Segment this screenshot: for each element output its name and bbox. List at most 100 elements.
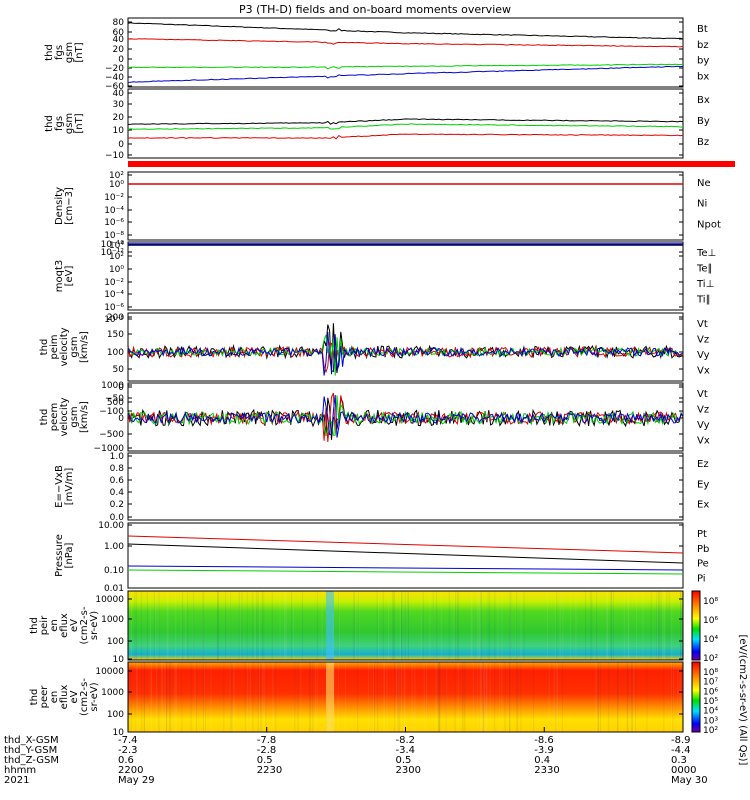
spectrogram-stripe [264,662,266,732]
legend-label: Vy [697,350,710,361]
y-tick-label: 10² [109,252,124,262]
pressure-trace [127,569,684,575]
spectrogram-stripe [337,662,339,732]
spectrogram-stripe [597,662,599,732]
spectrogram-stripe [656,591,658,660]
spectrogram-stripe [464,662,466,732]
spectrogram-stripe [354,591,356,660]
spectrogram-stripe [548,662,550,732]
spectrogram-stripe [556,591,558,660]
footer-hhmm-value: 2230 [257,765,282,776]
panel-9: 10000 1000 100 10 thdpeirenefluxeV(cm2-s-sr-… [29,590,684,665]
spectrogram-stripe [439,662,441,732]
spectrogram-stripe [194,662,196,732]
spectrogram-stripe [489,591,491,660]
series-line-bx [127,65,684,83]
spectrogram-stripe [204,662,206,732]
spectrogram-stripe [150,662,152,732]
spectrogram-stripe [314,662,316,732]
spectrogram-stripe [143,662,145,732]
spectrogram-stripe [141,662,143,732]
panel-10: 10000 1000 100 10 thdpeerenefluxeV(cm2-s-sr-… [29,661,684,738]
y-axis-label: thdpeimvelocitygsm[km/s] [39,327,90,366]
spectrogram-stripe [203,591,205,660]
spectrogram-stripe [610,591,612,660]
y-tick-label: 10000 [95,667,124,677]
spectrogram-stripe [610,591,612,660]
y-tick-label: 20 [113,113,125,123]
legend-label: Npot [697,219,721,230]
spectrogram-stripe [175,591,177,660]
spectrogram-stripe [515,591,517,660]
y-tick-label: −100 [99,407,124,417]
y-axis-label: thdpeemvelocitygsm[km/s] [39,397,90,436]
spectrogram-stripe [217,591,219,660]
spectrogram-stripe [482,662,484,732]
panel-frame [127,522,684,589]
spectrogram-stripe [489,662,491,732]
velocity-trace [127,331,684,376]
spectrogram-stripe [414,662,416,732]
footer-y-value: -4.4 [671,745,691,756]
colorbar-label: [eV/(cm2-s-sr-eV) (All Qs)] [737,635,748,766]
legend-label: Te∥ [696,264,713,275]
colorbar-tick: 10⁶ [703,687,718,697]
spectrogram-stripe [510,591,512,660]
spectrogram-stripe [357,662,359,732]
footer-date-value: May 29 [118,775,155,786]
spectrogram-stripe [166,662,168,732]
spectrogram-stripe [393,591,395,660]
y-tick-label: 10000 [95,595,124,605]
spectrogram-stripe [190,662,192,732]
spectrogram-stripe [344,662,346,732]
panel-frame [127,590,684,661]
y-tick-label: −60 [105,82,124,92]
panel-frame [127,452,684,521]
spectrogram-stripe [650,591,652,660]
spectrogram-stripe [233,662,235,732]
spectrogram-stripe [458,591,460,660]
legend-label: Ey [697,479,709,490]
y-axis-label: moqt3[eV] [54,260,75,293]
spectrogram-stripe [663,591,665,660]
spectrogram-stripe [284,591,286,660]
pressure-trace [127,535,684,554]
spectrogram-stripe [499,662,501,732]
y-tick-label: 10.00 [98,521,124,531]
spectrogram-stripe [635,591,637,660]
spectrogram-stripe [436,591,438,660]
spectrogram-stripe [130,591,132,660]
spectrogram-stripe [510,591,512,660]
spectrogram-stripe [244,662,246,732]
colorbar-tick: 10³ [703,716,718,726]
y-tick-label: 60 [113,28,125,38]
spectrogram-stripe [617,662,619,732]
spectrogram-stripe [553,662,555,732]
spectrogram-stripe [472,662,474,732]
spectrogram-stripe [231,662,233,732]
legend-label: Bt [697,24,708,35]
y-tick-label: −50 [105,394,124,404]
spectrogram-stripe [673,662,675,732]
colorbar-tick: 10⁸ [703,668,718,678]
y-tick-label: 10 [113,728,125,738]
spectrogram-stripe [309,662,311,732]
spectrogram-stripe [422,591,424,660]
spectrogram-stripe [401,662,403,732]
spectrogram-stripe [404,591,406,660]
colorbar-tick: 10⁷ [703,678,718,688]
spectrogram-stripe [607,591,609,660]
spectrogram-stripe [633,662,635,732]
y-tick-label: 50 [113,365,125,375]
spectrogram-stripe [670,662,672,732]
spectrogram-stripe [338,591,340,660]
spectrogram-stripe [501,591,503,660]
spectrogram-stripe [555,662,557,732]
spectrogram-stripe [559,591,561,660]
spectrogram-stripe [591,591,593,660]
spectrogram-stripe [523,591,525,660]
y-tick-label: −20 [105,64,124,74]
y-tick-label: 10⁻⁸ [104,231,124,241]
spectrogram-event [326,591,334,660]
footer-y-value: -3.4 [396,745,416,756]
